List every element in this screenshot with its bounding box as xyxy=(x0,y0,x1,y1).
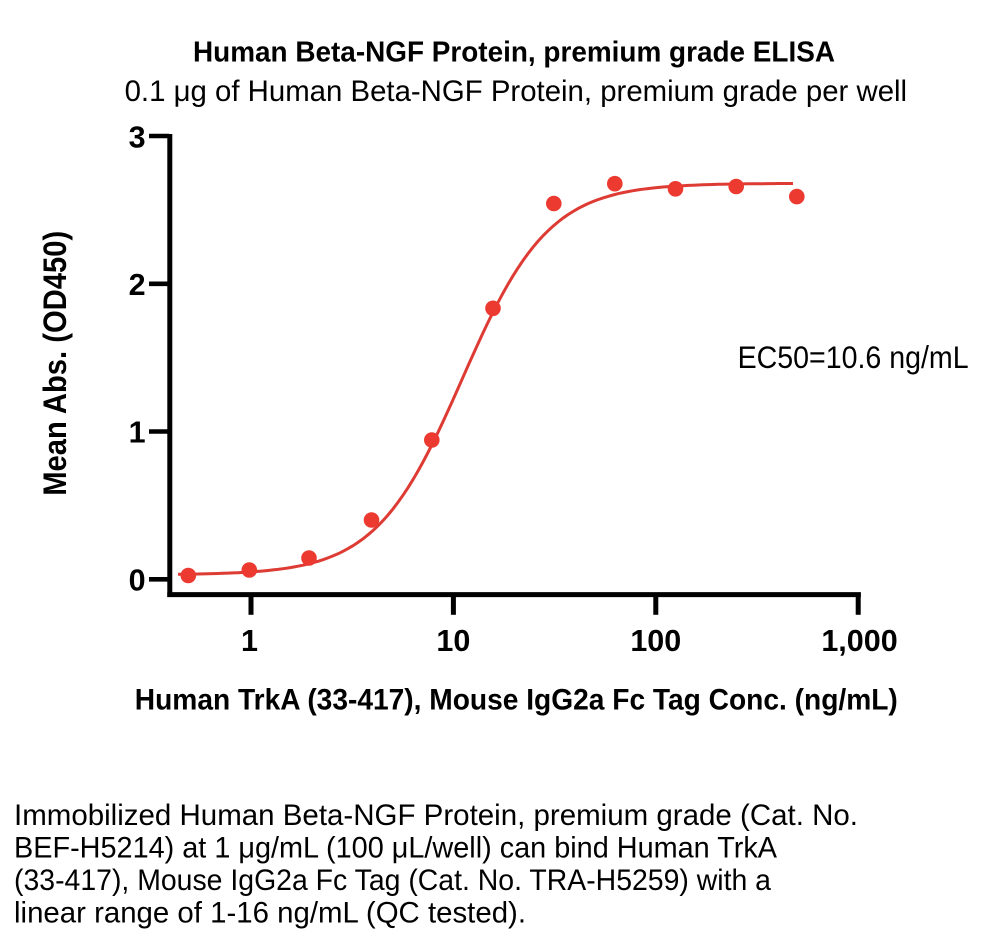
svg-text:1: 1 xyxy=(241,624,258,658)
svg-text:1: 1 xyxy=(129,416,146,450)
svg-text:EC50=10.6 ng/mL: EC50=10.6 ng/mL xyxy=(738,340,969,375)
svg-text:Immobilized Human Beta-NGF Pro: Immobilized Human Beta-NGF Protein, prem… xyxy=(14,799,858,832)
svg-text:(33-417), Mouse IgG2a Fc Tag (: (33-417), Mouse IgG2a Fc Tag (Cat. No. T… xyxy=(14,864,772,897)
svg-text:1,000: 1,000 xyxy=(821,624,897,658)
svg-text:0: 0 xyxy=(129,563,146,597)
svg-text:BEF-H5214) at 1 μg/mL (100 μL/: BEF-H5214) at 1 μg/mL (100 μL/well) can … xyxy=(14,832,777,865)
svg-text:10: 10 xyxy=(436,624,470,658)
svg-text:2: 2 xyxy=(129,268,146,302)
svg-text:Mean Abs. (OD450): Mean Abs. (OD450) xyxy=(37,231,73,496)
svg-text:Human TrkA (33-417), Mouse IgG: Human TrkA (33-417), Mouse IgG2a Fc Tag … xyxy=(135,683,898,716)
svg-text:100: 100 xyxy=(630,624,681,658)
svg-text:linear range of 1-16 ng/mL (QC: linear range of 1-16 ng/mL (QC tested). xyxy=(14,897,526,930)
svg-text:0.1 μg of Human Beta-NGF Prote: 0.1 μg of Human Beta-NGF Protein, premiu… xyxy=(125,75,908,108)
svg-text:3: 3 xyxy=(129,121,146,155)
svg-text:Human Beta-NGF Protein, premiu: Human Beta-NGF Protein, premium grade EL… xyxy=(193,37,835,69)
